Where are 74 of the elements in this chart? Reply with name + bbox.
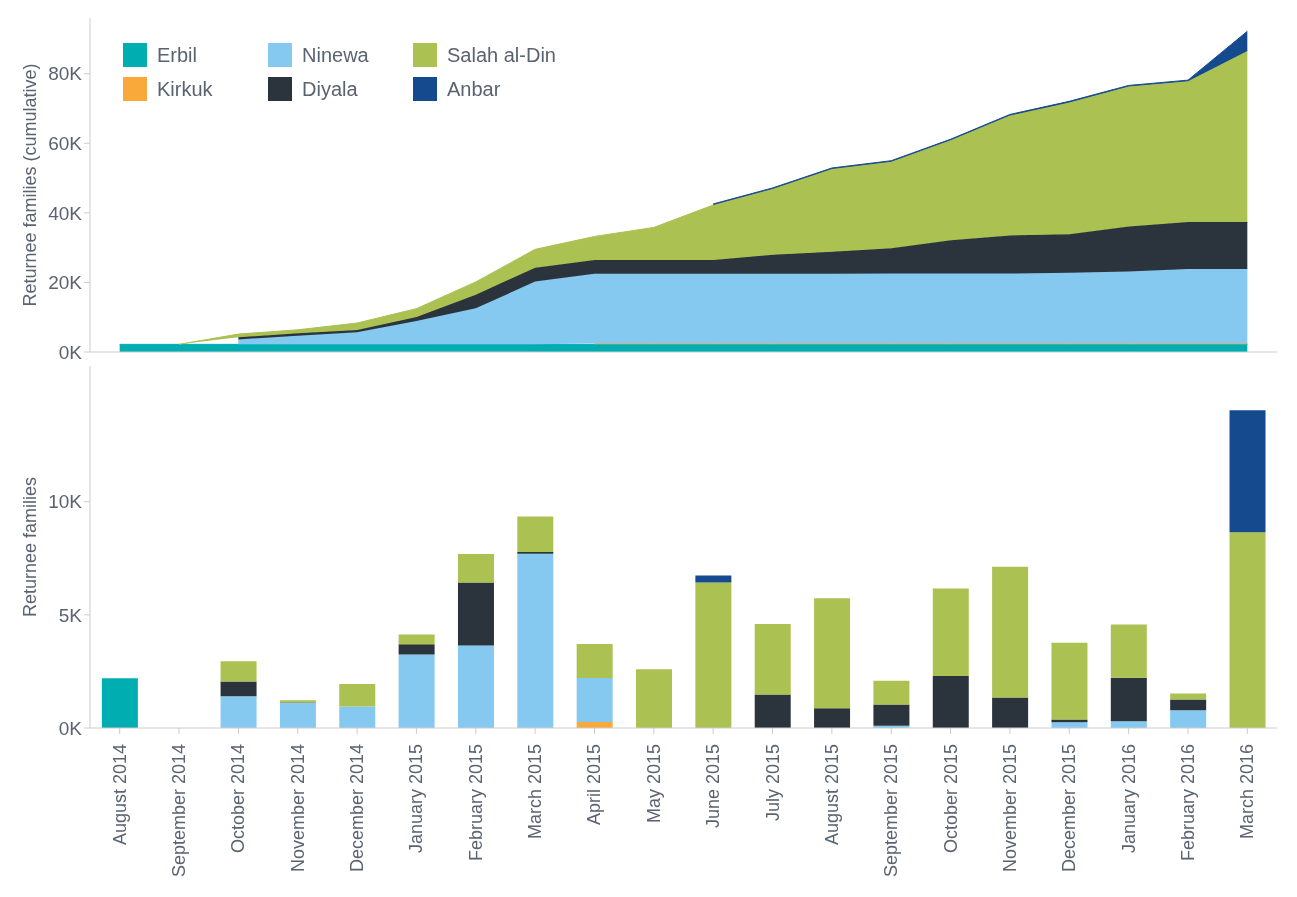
legend-label: Salah al-Din <box>447 43 556 67</box>
x-tick-label: September 2014 <box>169 744 190 878</box>
y-tick-label: 10K <box>48 491 83 513</box>
bar <box>457 645 494 728</box>
bar <box>1051 719 1088 723</box>
bar <box>1229 532 1266 728</box>
bar <box>576 678 613 723</box>
bar <box>932 675 969 728</box>
bar <box>339 683 376 707</box>
x-tick-label: October 2015 <box>940 744 961 854</box>
x-tick-label: December 2015 <box>1059 744 1080 873</box>
legend-label: Ninewa <box>302 43 369 67</box>
bar <box>517 516 554 552</box>
y-axis-title: Returnee families <box>20 476 40 618</box>
x-tick-label: November 2015 <box>999 744 1020 873</box>
legend-label: Anbar <box>447 77 501 101</box>
legend-label: Kirkuk <box>157 77 213 101</box>
bar <box>457 582 494 646</box>
y-tick-label: 0K <box>58 341 83 363</box>
x-tick-label: January 2015 <box>406 744 427 854</box>
bar <box>398 654 435 728</box>
bar <box>1110 677 1147 722</box>
legend-label: Erbil <box>157 43 198 67</box>
y-tick-label: 5K <box>58 604 83 626</box>
legend-label: Diyala <box>302 77 358 101</box>
x-tick-label: November 2014 <box>287 744 308 873</box>
bar <box>1170 710 1207 728</box>
y-axis-title: Returnee families (cumulative) <box>20 63 40 307</box>
bar <box>398 644 435 655</box>
bar <box>992 566 1029 698</box>
bar <box>1170 699 1207 711</box>
bar <box>814 598 851 709</box>
x-tick-label: March 2015 <box>525 744 546 840</box>
y-tick-label: 0K <box>58 717 83 739</box>
bar <box>695 582 732 728</box>
bar <box>101 678 138 728</box>
bar <box>873 680 910 705</box>
y-tick-label: 80K <box>48 63 83 85</box>
x-tick-label: January 2016 <box>1118 744 1139 854</box>
bar <box>576 644 613 678</box>
bar <box>873 704 910 726</box>
x-tick-label: February 2015 <box>465 744 486 862</box>
bar <box>1051 642 1088 720</box>
bar <box>398 634 435 645</box>
bar <box>754 623 791 695</box>
bar <box>636 669 673 728</box>
bar <box>1229 410 1266 533</box>
y-tick-label: 20K <box>48 272 83 294</box>
x-tick-label: September 2015 <box>881 744 902 878</box>
x-tick-label: June 2015 <box>703 744 724 829</box>
x-tick-label: April 2015 <box>584 744 605 826</box>
y-tick-label: 60K <box>48 132 83 154</box>
bar <box>695 575 732 583</box>
bar <box>220 661 257 682</box>
x-tick-label: February 2016 <box>1177 744 1198 862</box>
y-tick-label: 40K <box>48 202 83 224</box>
bar <box>814 708 851 728</box>
bar <box>457 554 494 583</box>
x-tick-label: May 2015 <box>643 744 664 824</box>
x-tick-label: December 2014 <box>347 744 368 873</box>
bar <box>754 694 791 728</box>
x-tick-label: October 2014 <box>228 744 249 854</box>
bar <box>932 588 969 676</box>
x-tick-label: July 2015 <box>762 744 783 822</box>
bar <box>220 681 257 697</box>
bar <box>220 696 257 728</box>
x-tick-label: August 2015 <box>821 744 842 846</box>
x-tick-label: August 2014 <box>109 744 130 846</box>
bar <box>1110 624 1147 678</box>
x-tick-label: March 2016 <box>1237 744 1258 840</box>
bar <box>279 703 316 728</box>
bar <box>339 706 376 728</box>
bar <box>992 697 1029 728</box>
bar <box>517 553 554 728</box>
